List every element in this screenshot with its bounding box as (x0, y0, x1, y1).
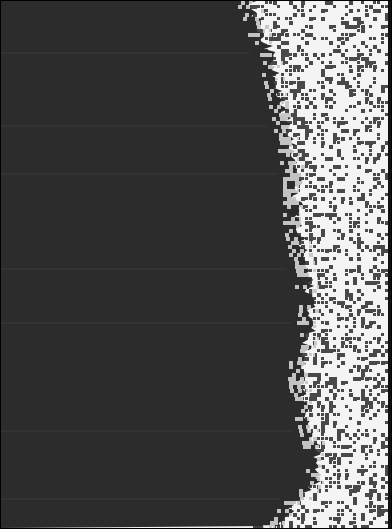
dark-region (1, 1, 324, 528)
speckle-noise (229, 1, 391, 528)
edge-fringe (238, 1, 330, 528)
right-border (388, 1, 391, 528)
scan-lines (1, 52, 293, 500)
